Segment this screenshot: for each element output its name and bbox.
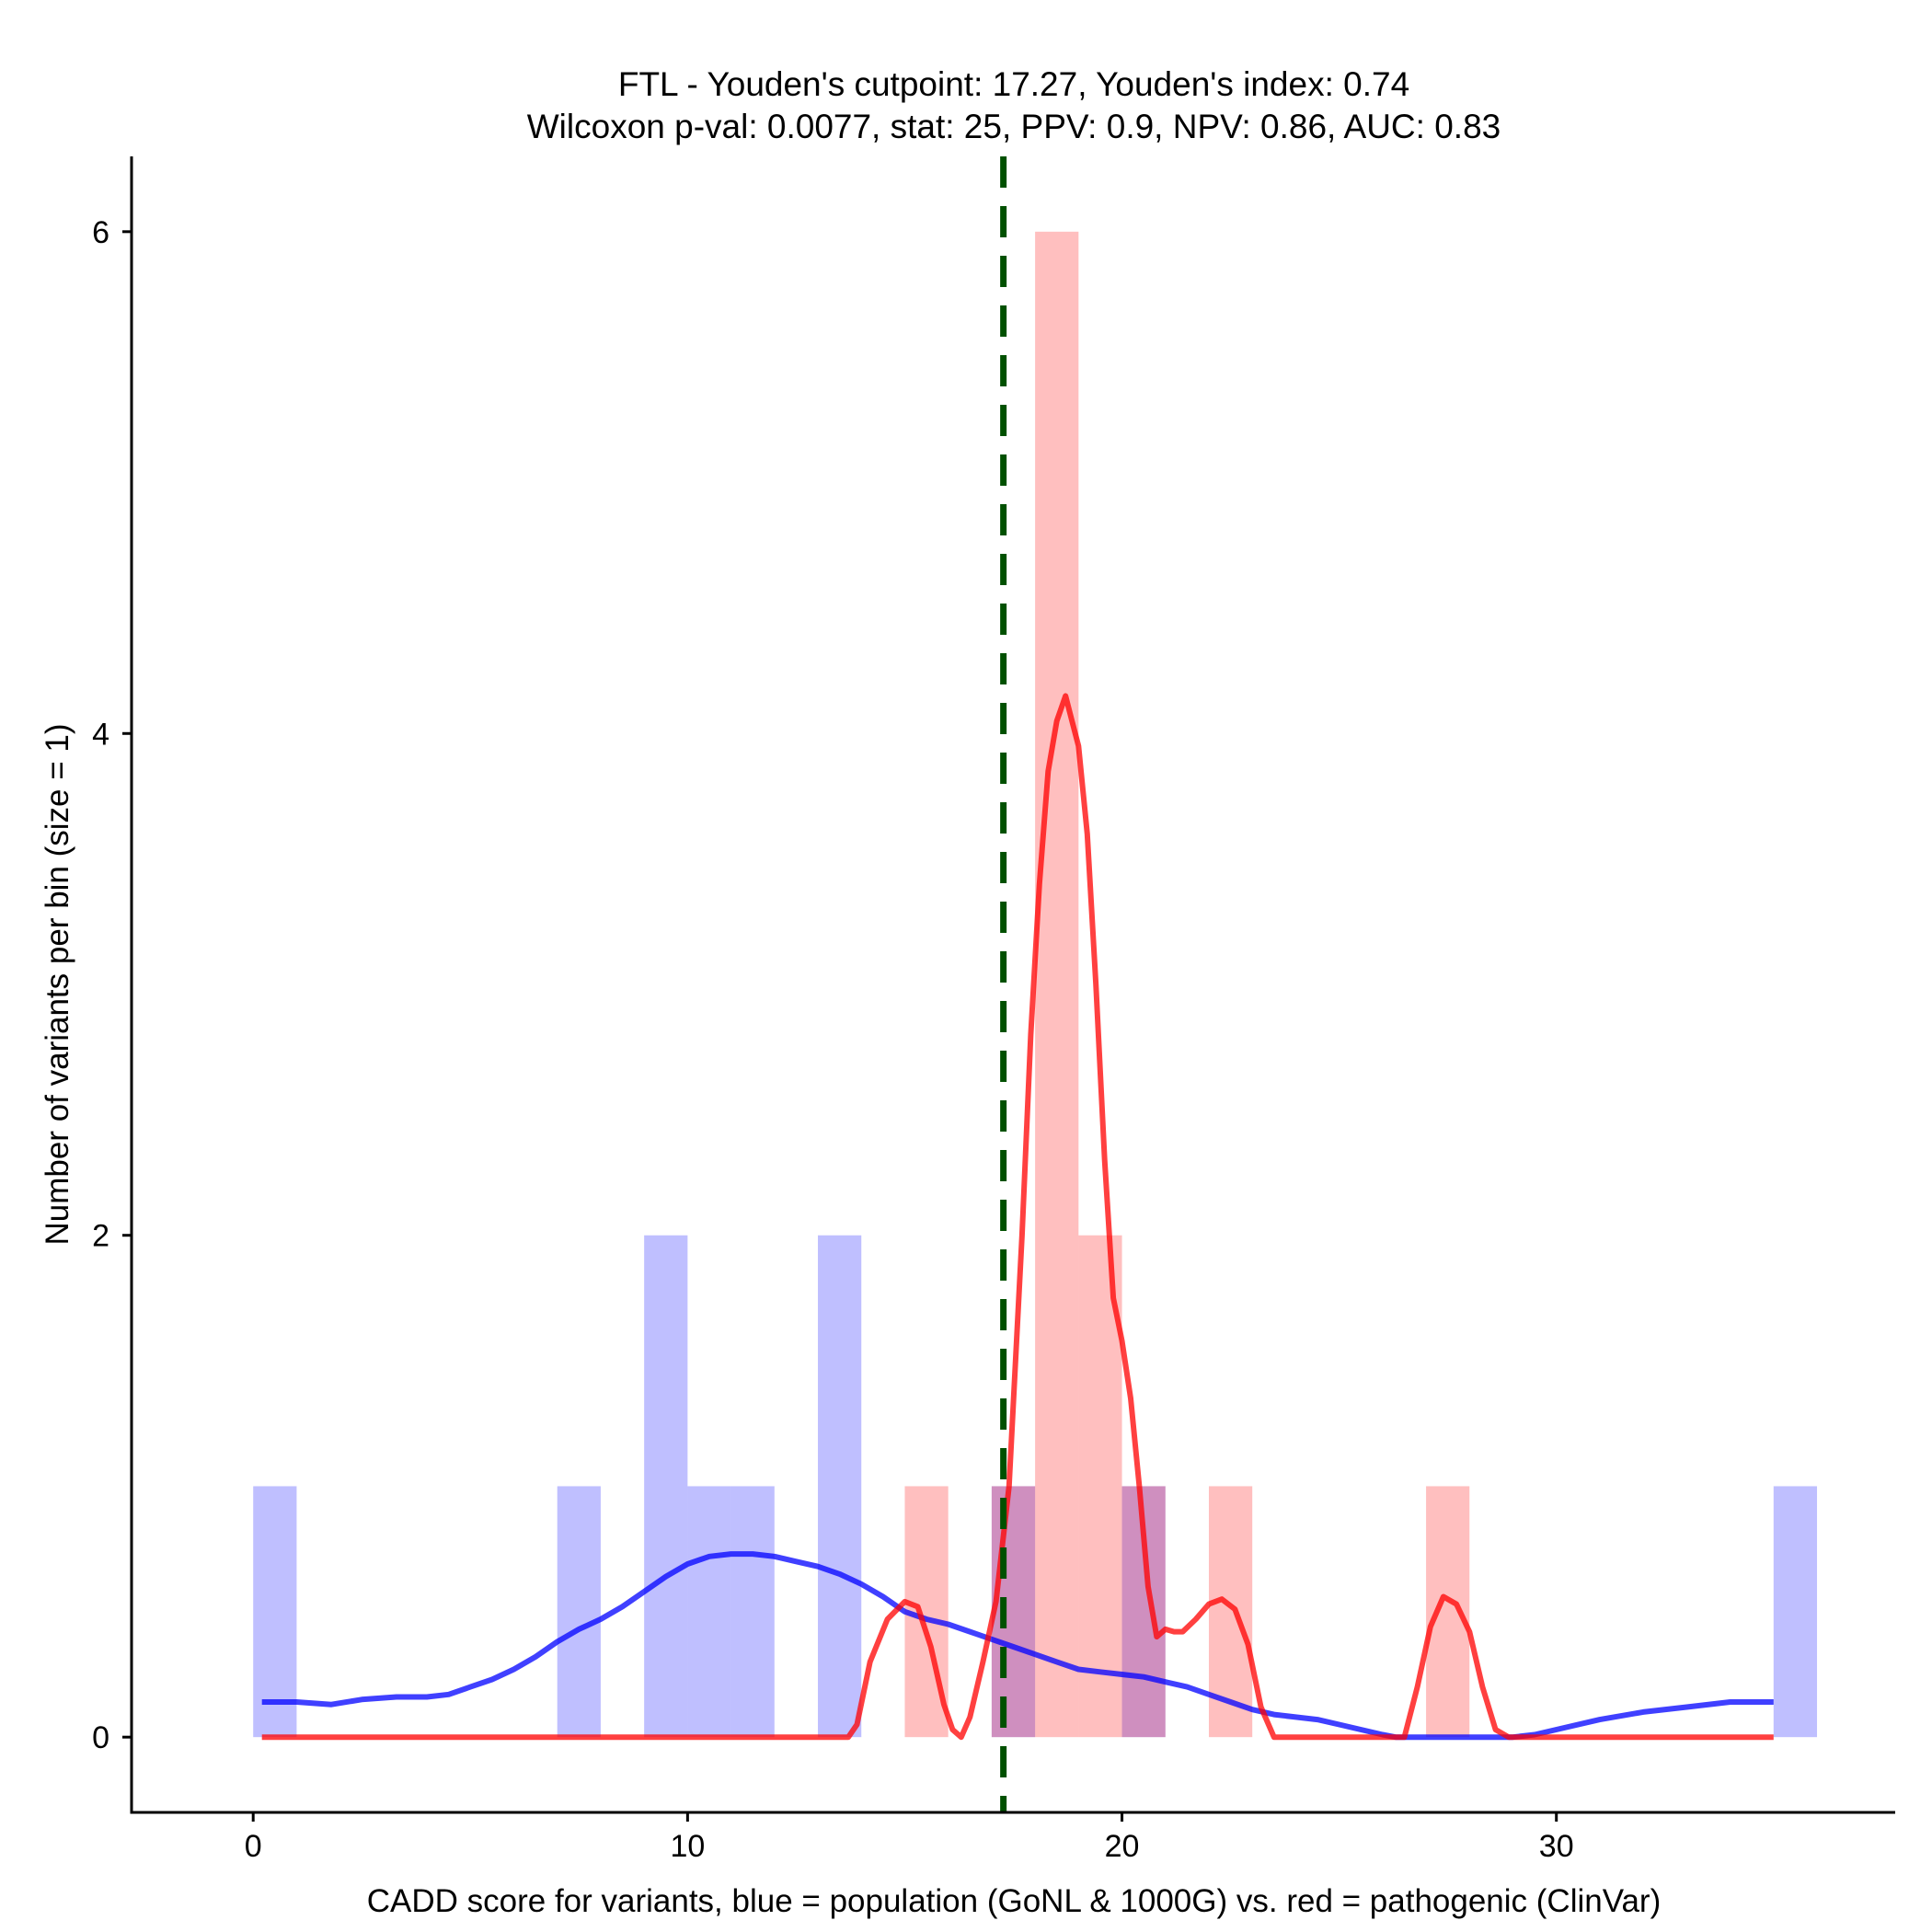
x-axis-label: CADD score for variants, blue = populati… <box>367 1883 1662 1919</box>
y-tick-label-0: 0 <box>92 1720 109 1755</box>
population-bar-35 <box>1773 1486 1818 1738</box>
population-bar-7 <box>557 1486 601 1738</box>
y-axis-label: Number of variants per bin (size = 1) <box>40 723 75 1245</box>
pathogenic-bar-17 <box>991 1486 1036 1738</box>
x-tick-label-20: 20 <box>1105 1829 1140 1864</box>
axes <box>130 156 1895 1814</box>
population-bar-17 <box>991 1486 1036 1738</box>
y-tick-label-6: 6 <box>92 215 109 250</box>
chart-title-line2: Wilcoxon p-val: 0.0077, stat: 25, PPV: 0… <box>527 108 1501 145</box>
y-tick-label-4: 4 <box>92 717 109 752</box>
histogram-bars <box>253 231 1818 1738</box>
ticks: 0 10 20 30 0 2 4 6 <box>92 215 1574 1864</box>
population-bar-10 <box>687 1486 731 1738</box>
pathogenic-density-line <box>261 693 1774 1741</box>
y-tick-label-2: 2 <box>92 1219 109 1254</box>
population-bar-13 <box>818 1235 862 1738</box>
x-tick-label-10: 10 <box>670 1829 705 1864</box>
x-tick-label-30: 30 <box>1539 1829 1574 1864</box>
population-bar-9 <box>644 1235 688 1738</box>
x-tick-label-0: 0 <box>245 1829 262 1864</box>
chart-title-line1: FTL - Youden's cutpoint: 17.27, Youden's… <box>618 65 1409 103</box>
population-bar-11 <box>730 1486 775 1738</box>
pathogenic-bar-18 <box>1035 231 1079 1738</box>
population-bar-0 <box>253 1486 297 1738</box>
density-curves <box>261 693 1774 1741</box>
